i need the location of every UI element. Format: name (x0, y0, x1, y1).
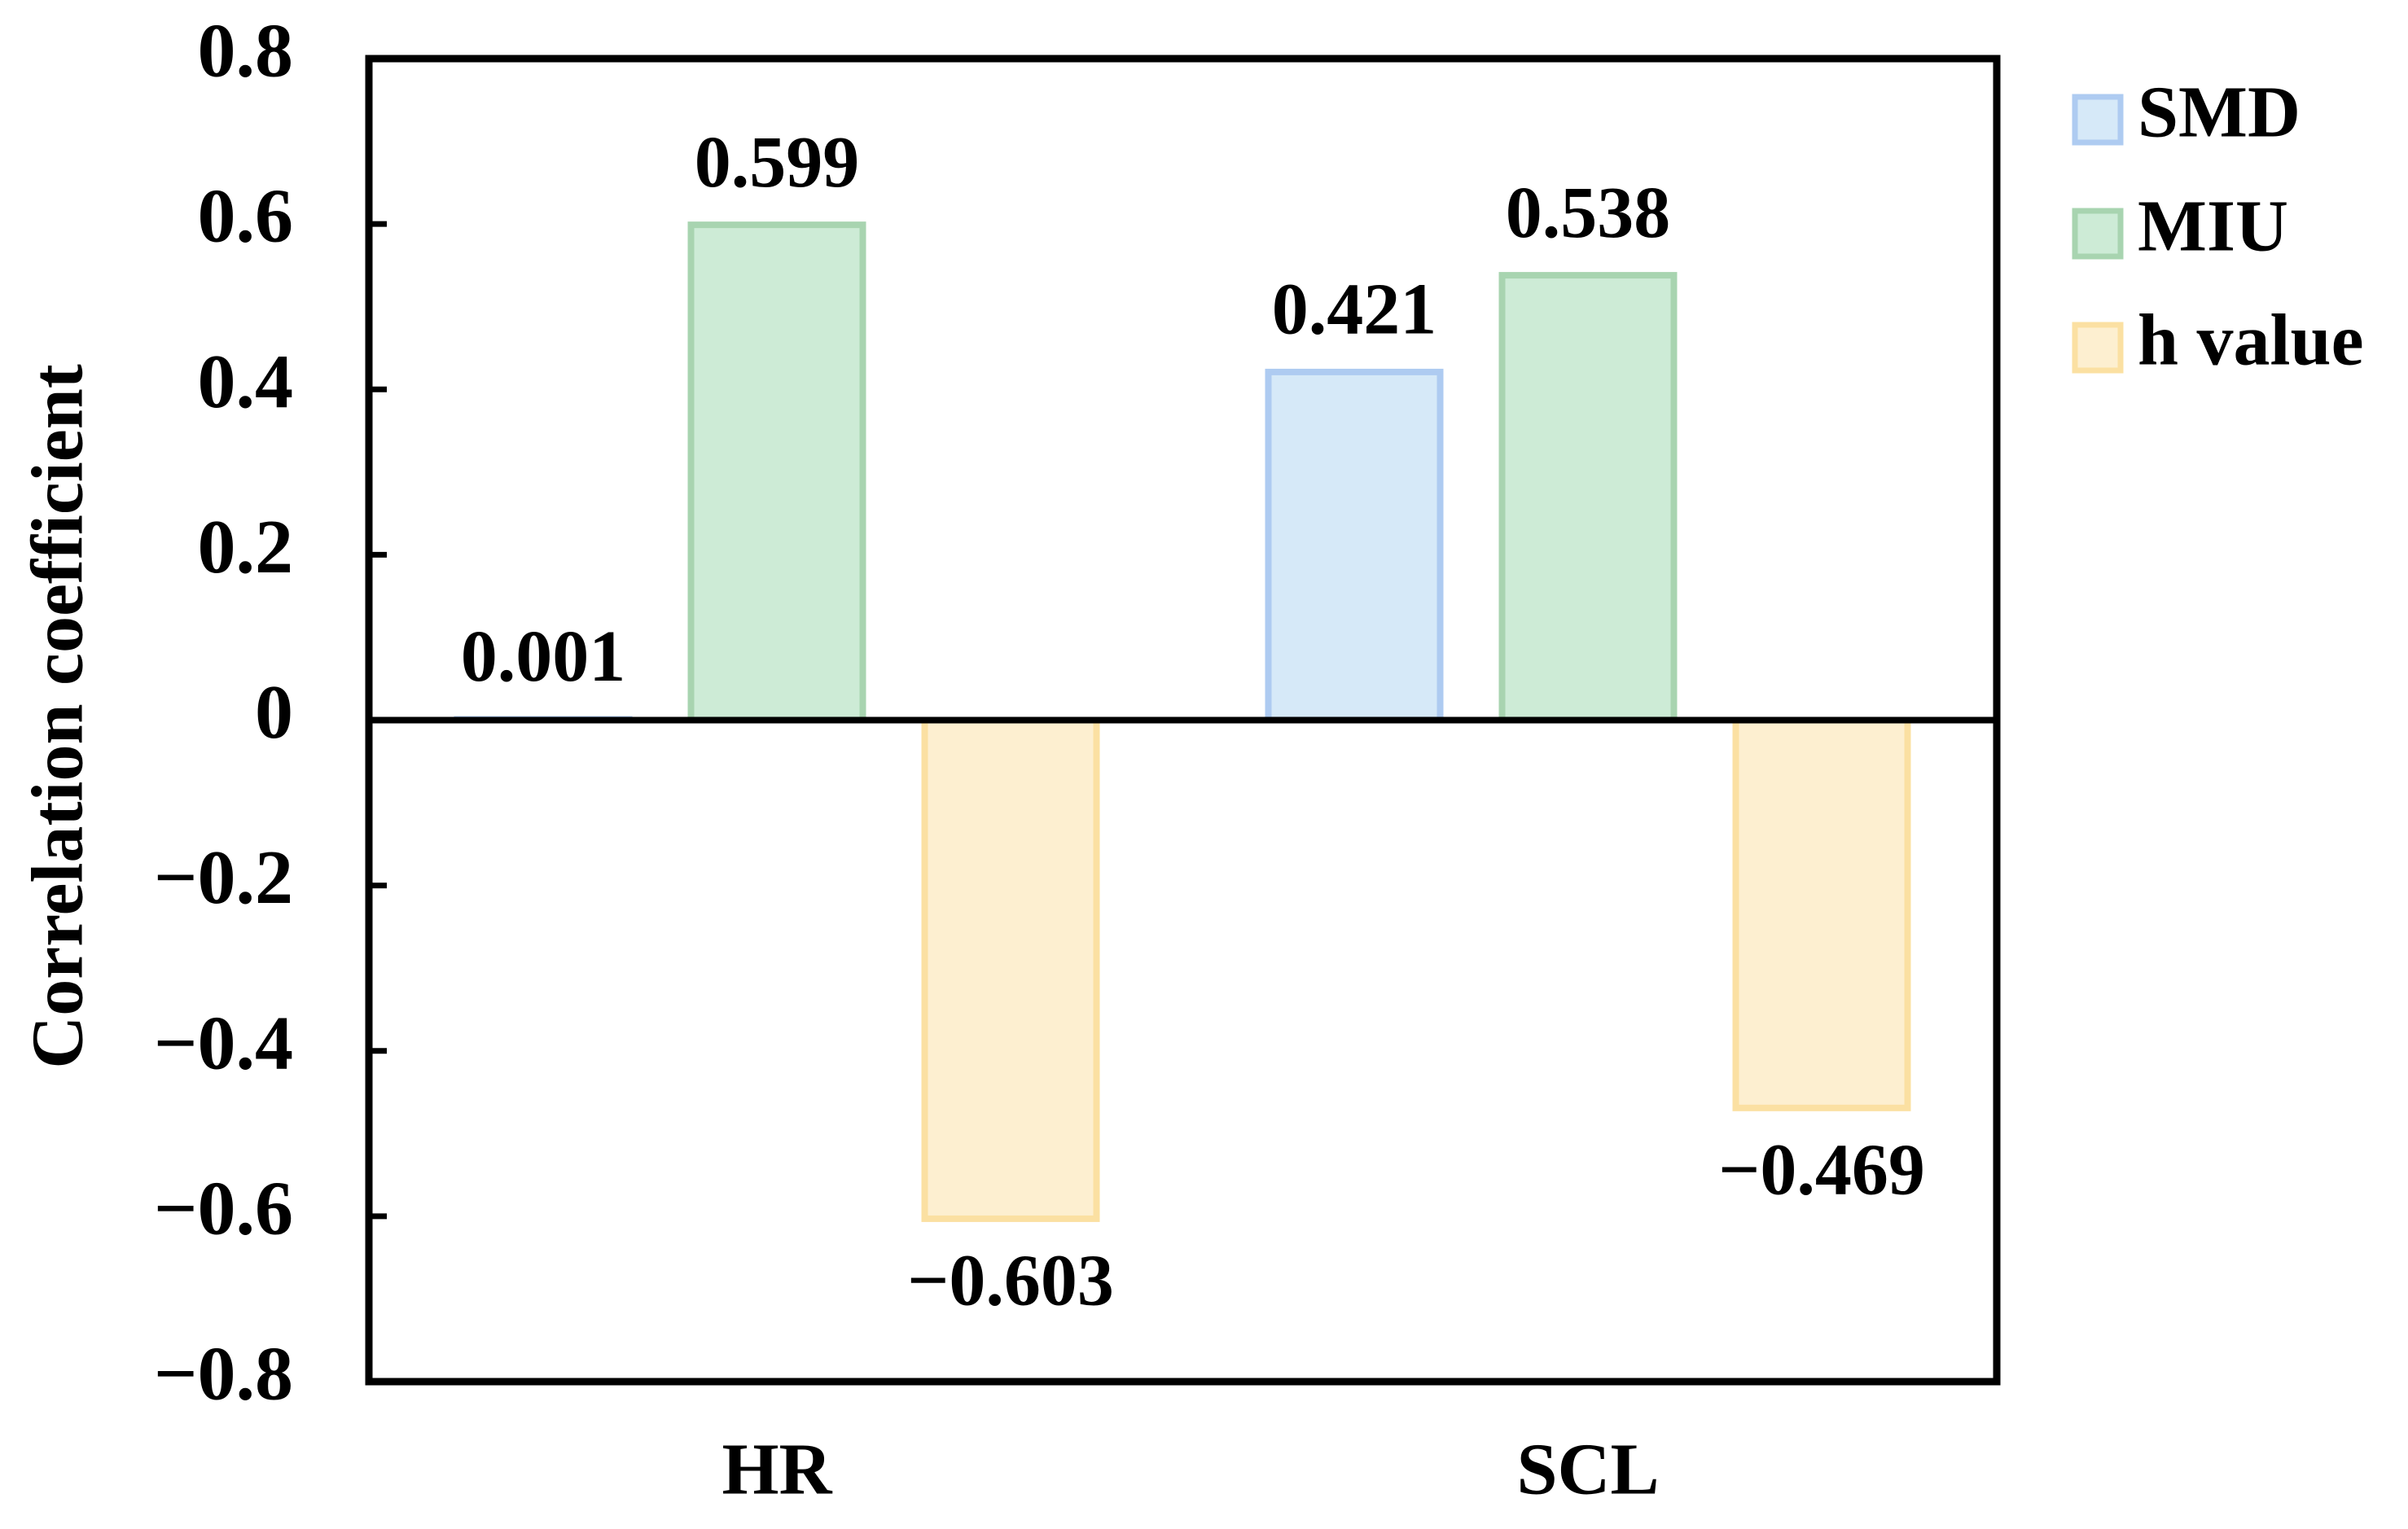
y-tick-label: −0.2 (154, 835, 293, 920)
plot-frame (365, 55, 2001, 1386)
bar (1732, 716, 1911, 1111)
data-label: −0.603 (907, 1241, 1114, 1321)
data-label: 0.538 (1506, 173, 1671, 253)
y-tick-label: −0.8 (154, 1332, 293, 1417)
data-label: 0.421 (1272, 269, 1437, 350)
y-tick-label: −0.6 (154, 1166, 293, 1251)
legend-label: MIU (2138, 186, 2288, 267)
bar (687, 221, 866, 724)
data-label: 0.599 (695, 122, 860, 203)
legend-swatch (2072, 322, 2124, 374)
y-tick-label: −0.4 (154, 1001, 293, 1085)
y-axis-label: Correlation coefficient (18, 364, 99, 1069)
y-tick-label: 0 (255, 670, 293, 755)
y-tick-label: 0.2 (198, 505, 294, 589)
data-label: −0.469 (1718, 1129, 1925, 1210)
legend-swatch (2072, 94, 2124, 146)
bar (921, 716, 1100, 1222)
y-tick-label: 0.4 (198, 340, 294, 424)
bar (1498, 272, 1678, 724)
legend-swatch (2072, 208, 2124, 260)
y-tick-label: 0.8 (198, 9, 294, 94)
bar (1265, 368, 1444, 724)
legend-label: SMD (2138, 72, 2301, 153)
x-tick-label: SCL (1516, 1430, 1659, 1510)
x-tick-label: HR (722, 1430, 833, 1510)
data-label: 0.001 (461, 616, 626, 697)
legend-label: h value (2138, 300, 2364, 381)
y-tick-label: 0.6 (198, 174, 294, 259)
